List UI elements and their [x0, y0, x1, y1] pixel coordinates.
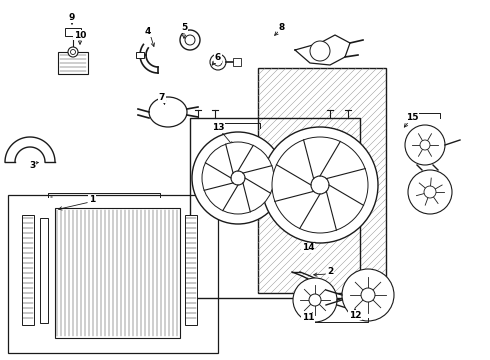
Bar	[185, 215, 197, 325]
Circle shape	[361, 288, 375, 302]
Circle shape	[309, 294, 321, 306]
Text: 3: 3	[29, 161, 35, 170]
Circle shape	[408, 170, 452, 214]
Circle shape	[71, 49, 75, 54]
Bar	[65, 28, 81, 36]
Circle shape	[293, 278, 337, 322]
Bar	[8, 195, 218, 353]
Text: 9: 9	[69, 13, 75, 22]
Bar	[22, 215, 34, 325]
Text: 5: 5	[181, 23, 187, 32]
Bar	[58, 52, 88, 74]
Circle shape	[272, 137, 368, 233]
Text: 14: 14	[302, 243, 314, 252]
Circle shape	[202, 142, 274, 214]
Circle shape	[310, 41, 330, 61]
Circle shape	[68, 47, 78, 57]
Bar	[258, 68, 386, 293]
Text: 7: 7	[159, 94, 165, 103]
Circle shape	[180, 30, 200, 50]
Circle shape	[311, 176, 329, 194]
Bar	[136, 52, 144, 58]
Bar	[55, 208, 180, 338]
Bar	[40, 218, 48, 323]
Circle shape	[405, 125, 445, 165]
Circle shape	[214, 58, 222, 66]
Circle shape	[262, 127, 378, 243]
Circle shape	[231, 171, 245, 185]
Text: 8: 8	[279, 23, 285, 32]
Text: 10: 10	[74, 31, 86, 40]
Text: 2: 2	[327, 267, 333, 276]
Circle shape	[185, 35, 195, 45]
Circle shape	[420, 140, 430, 150]
Bar	[190, 118, 360, 298]
Circle shape	[192, 132, 284, 224]
Text: 1: 1	[89, 195, 95, 204]
Circle shape	[342, 269, 394, 321]
Text: 15: 15	[406, 113, 418, 122]
Text: 11: 11	[302, 314, 314, 323]
Text: 12: 12	[349, 310, 361, 320]
Text: 13: 13	[212, 123, 224, 132]
Circle shape	[210, 54, 226, 70]
Text: 6: 6	[215, 54, 221, 63]
Bar	[233, 58, 241, 66]
Text: 4: 4	[145, 27, 151, 36]
Ellipse shape	[149, 97, 187, 127]
Circle shape	[424, 186, 436, 198]
